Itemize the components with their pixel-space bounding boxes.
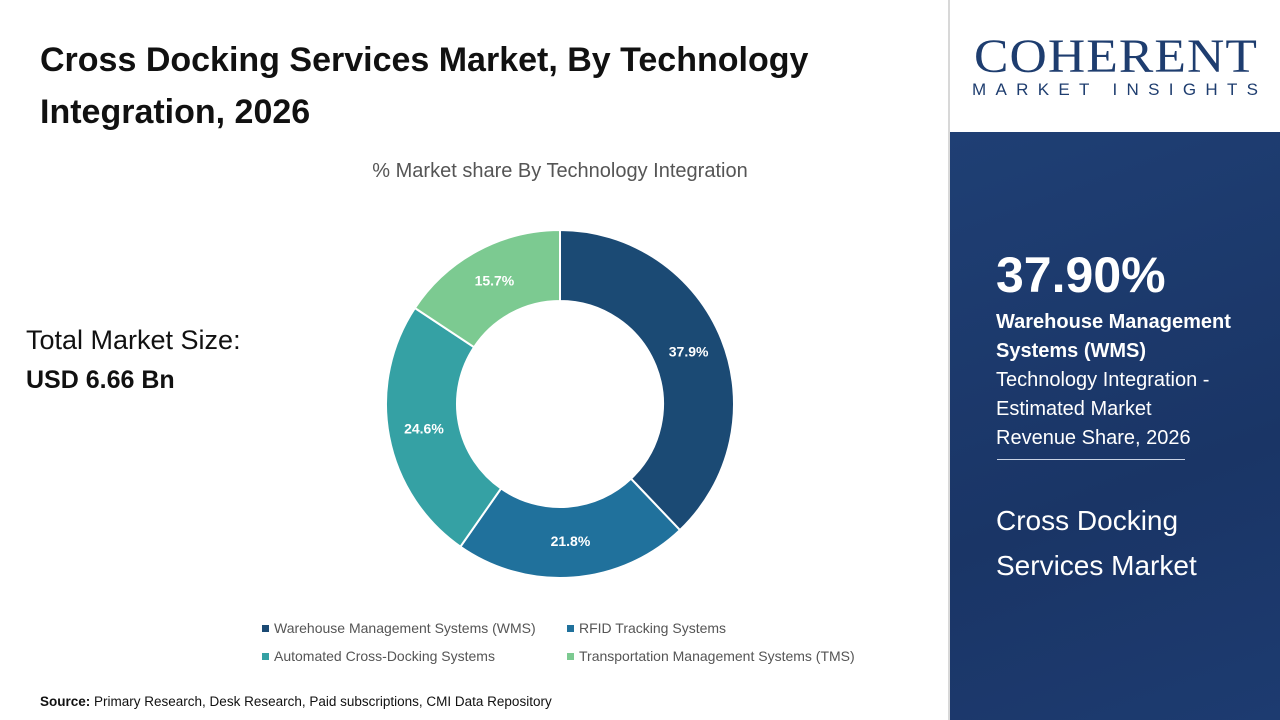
panel-rule (997, 459, 1185, 460)
data-label: 37.9% (669, 343, 709, 359)
legend: Warehouse Management Systems (WMS) RFID T… (262, 620, 902, 680)
brand-tagline: MARKET INSIGHTS (972, 80, 1258, 99)
legend-swatch (262, 652, 269, 660)
legend-label: Automated Cross-Docking Systems (274, 648, 495, 664)
donut-segment (459, 477, 682, 579)
panel-segment: Warehouse Management Systems (WMS) (996, 311, 1231, 362)
legend-label: Warehouse Management Systems (WMS) (274, 620, 536, 636)
data-label: 15.7% (475, 273, 515, 289)
side-panel (950, 132, 1280, 720)
donut-segment (385, 306, 503, 549)
chart-subtitle: % Market share By Technology Integration (372, 160, 748, 182)
legend-label: Transportation Management Systems (TMS) (579, 648, 855, 664)
data-label: 21.8% (551, 533, 591, 549)
chart-title: Cross Docking Services Market, By Techno… (40, 41, 809, 131)
logo: COHERENT MARKET INSIGHTS (972, 30, 1258, 99)
market-size-value: USD 6.66 Bn (26, 366, 175, 394)
donut-segment (413, 228, 561, 349)
legend-swatch (567, 624, 574, 632)
donut-chart: 37.9% 21.8% 24.6% 15.7% (385, 228, 735, 579)
panel-market: Cross Docking Services Market (996, 505, 1197, 581)
logo-area: COHERENT MARKET INSIGHTS (950, 0, 1280, 132)
legend-item: Transportation Management Systems (TMS) (567, 648, 855, 664)
panel-description: Technology Integration - Estimated Marke… (996, 369, 1210, 449)
data-label: 24.6% (404, 421, 444, 437)
legend-item: Automated Cross-Docking Systems (262, 648, 495, 664)
legend-item: RFID Tracking Systems (567, 620, 726, 636)
legend-label: RFID Tracking Systems (579, 620, 727, 636)
source: Source: Primary Research, Desk Research,… (40, 694, 552, 709)
legend-swatch (262, 624, 269, 632)
donut-segment (559, 228, 735, 532)
panel-headline: 37.90% (996, 247, 1166, 303)
brand-name: COHERENT (974, 30, 1258, 83)
legend-swatch (567, 652, 574, 660)
market-size-label: Total Market Size: (26, 325, 241, 355)
source-label: Source: (40, 694, 91, 709)
legend-item: Warehouse Management Systems (WMS) (262, 620, 536, 636)
source-text: Primary Research, Desk Research, Paid su… (94, 694, 552, 709)
divider (948, 0, 950, 720)
